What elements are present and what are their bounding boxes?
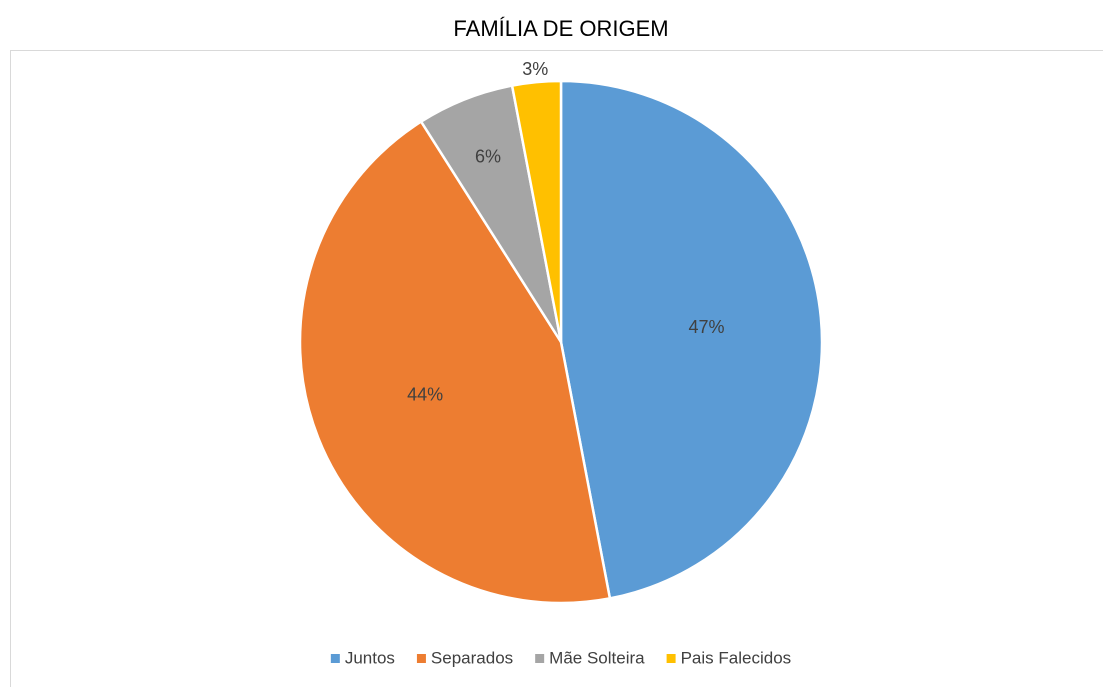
data-label: 6%: [475, 146, 501, 166]
legend-label: Separados: [431, 648, 513, 667]
legend-swatch: [330, 654, 340, 663]
data-label: 47%: [688, 317, 724, 337]
legend-swatch: [416, 654, 426, 663]
legend-label: Juntos: [345, 648, 395, 667]
legend-label: Pais Falecidos: [681, 648, 792, 667]
pie-slice: [559, 79, 824, 600]
data-label: 3%: [522, 59, 548, 79]
pie-slice: [298, 119, 612, 605]
pie-slice: [510, 79, 563, 343]
legend-label: Mãe Solteira: [549, 648, 645, 667]
legend-swatch: [666, 654, 676, 663]
chart-title: FAMÍLIA DE ORIGEM: [453, 16, 668, 41]
legend-swatch: [535, 654, 545, 663]
data-label: 44%: [407, 385, 443, 405]
